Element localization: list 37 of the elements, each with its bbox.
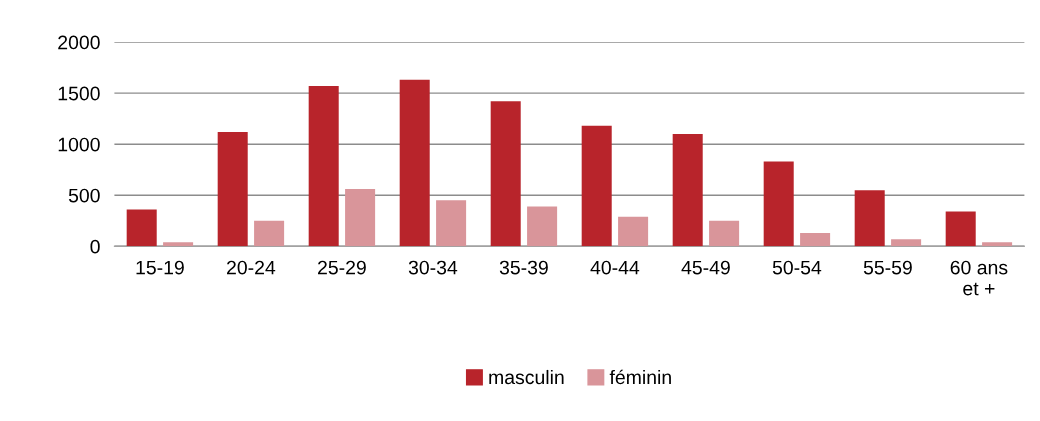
y-tick-label: 500: [68, 188, 100, 203]
bar: [308, 86, 339, 247]
bar: [800, 233, 831, 247]
y-tick-label: 2000: [58, 35, 100, 50]
bar: [763, 161, 794, 247]
bar: [399, 79, 430, 247]
bar: [945, 211, 976, 247]
bar: [345, 189, 376, 247]
bar: [217, 131, 248, 247]
y-tick-label: 0: [90, 239, 100, 254]
x-tick-label: 60 ans et +: [950, 260, 1008, 296]
x-tick-label: 35-39: [499, 260, 548, 275]
x-tick-label: 50-54: [772, 260, 822, 275]
x-tick-label: 55-59: [863, 260, 912, 275]
y-tick-label: 1000: [58, 137, 100, 152]
legend-label: féminin: [609, 369, 671, 385]
x-tick-label: 30-34: [408, 260, 458, 275]
bar: [672, 133, 703, 247]
bar: [436, 200, 467, 247]
bar: [254, 220, 285, 247]
bar: [854, 190, 885, 247]
x-tick-label: 25-29: [318, 260, 366, 275]
x-tick-label: 15-19: [136, 260, 184, 275]
bar: [618, 216, 649, 247]
x-tick-label: 20-24: [227, 260, 276, 275]
bar: [581, 125, 612, 247]
bar: [126, 209, 157, 247]
x-tick-label: 45-49: [681, 260, 730, 275]
y-tick-label: 1500: [58, 86, 100, 101]
legend-label: masculin: [489, 369, 564, 385]
x-tick-label: 40-44: [590, 260, 640, 275]
bar: [163, 242, 194, 247]
bar: [982, 242, 1013, 247]
bar: [527, 206, 558, 247]
bar: [709, 220, 740, 247]
bar: [891, 239, 922, 247]
bar: [490, 101, 521, 247]
